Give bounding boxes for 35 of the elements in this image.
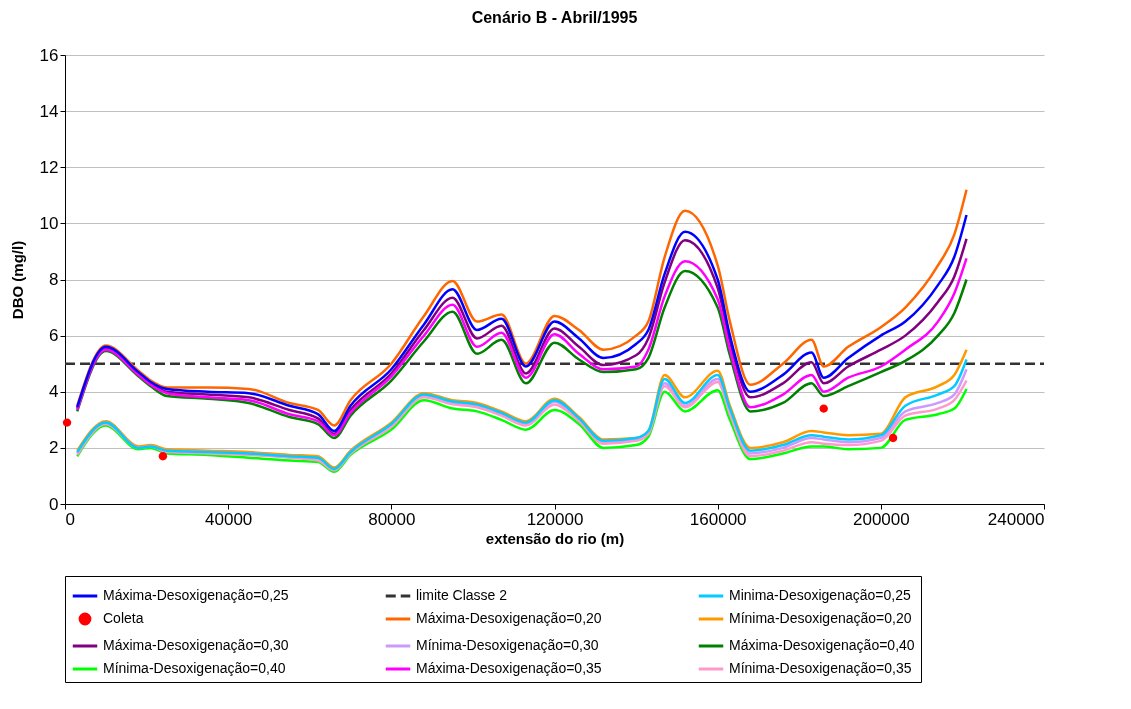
y-tick-label: 10: [39, 213, 59, 233]
y-tick-label: 4: [49, 382, 59, 402]
legend-label: Máxima-Desoxigenação=0,35: [416, 660, 602, 676]
legend-label: Mínima-Desoxigenação=0,20: [729, 610, 912, 626]
y-tick-label: 14: [39, 101, 59, 121]
x-tick-label: 200000: [852, 509, 910, 529]
x-tick-label: 0: [65, 509, 75, 529]
legend-label: Mínima-Desoxigenação=0,35: [729, 660, 912, 676]
chart-title: Cenário B - Abril/1995: [471, 9, 638, 26]
x-axis-title: extensão do rio (m): [485, 529, 625, 547]
y-tick-label: 12: [39, 157, 59, 177]
legend-label: Coleta: [103, 610, 144, 626]
point: [62, 418, 72, 427]
legend-label: Mínima-Desoxigenação=0,30: [416, 637, 599, 653]
y-tick-label: 16: [39, 45, 59, 65]
y-tick-label: 8: [49, 270, 59, 289]
x-tick-label: 160000: [689, 509, 747, 529]
legend-label: Máxima-Desoxigenação=0,20: [416, 610, 602, 626]
legend-label: Máxima-Desoxigenação=0,30: [103, 637, 289, 653]
x-tick-label: 40000: [205, 509, 253, 529]
x-tick-label: 120000: [526, 509, 584, 529]
legend-label: Mínima-Desoxigenação=0,40: [103, 660, 286, 676]
y-tick-label: 6: [49, 326, 59, 346]
y-tick-label: 2: [49, 438, 59, 458]
x-tick-label: 80000: [368, 509, 416, 529]
y-tick-label: 0: [49, 494, 59, 514]
point: [158, 452, 168, 461]
legend-label: Máxima-Desoxigenação=0,25: [103, 587, 289, 603]
legend-label: Minima-Desoxigenação=0,25: [729, 587, 911, 603]
point: [819, 404, 828, 413]
legend-label: Máxima-Desoxigenação=0,40: [729, 637, 915, 653]
x-tick-label: 240000: [987, 509, 1045, 529]
legend-label: limite Classe 2: [416, 587, 508, 603]
y-axis-title: DBO (mg/l): [8, 240, 26, 320]
point: [888, 433, 898, 443]
